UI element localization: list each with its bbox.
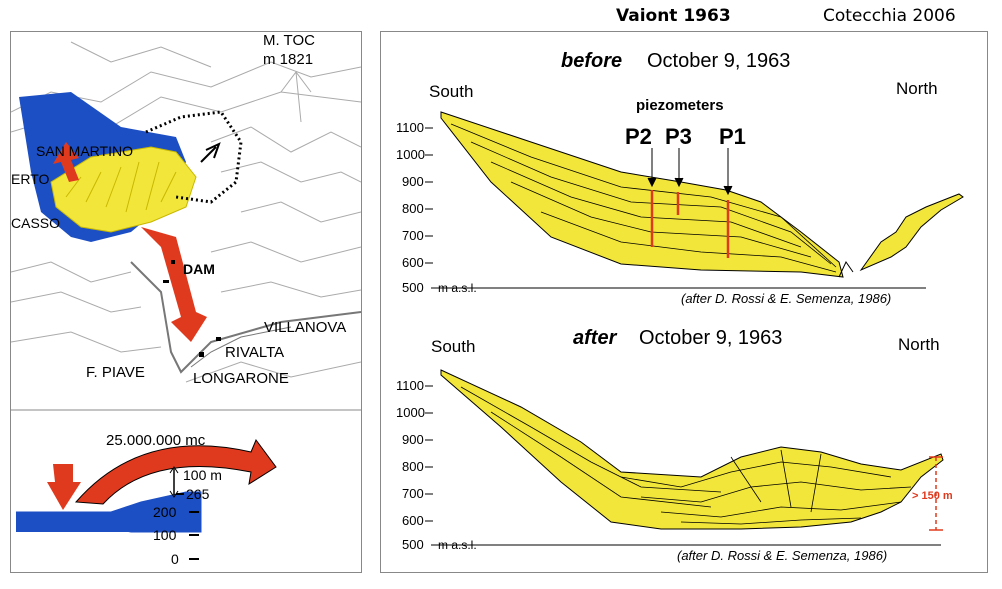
- after-credit: (after D. Rossi & E. Semenza, 1986): [677, 548, 887, 563]
- before-title-bold: before: [561, 50, 622, 72]
- before-unit: m a.s.l.: [438, 281, 477, 295]
- label-longarone: LONGARONE: [193, 370, 289, 387]
- label-san-martino: SAN MARTINO: [36, 143, 133, 159]
- label-dam: DAM: [183, 261, 215, 277]
- movement-arrow-icon: [200, 142, 221, 163]
- piezometer-lines: [650, 190, 730, 258]
- label-rivalta: RIVALTA: [225, 344, 284, 361]
- svg-text:500: 500: [402, 537, 424, 552]
- river-piave: [130, 261, 362, 374]
- after-unit: m a.s.l.: [438, 538, 477, 552]
- slide-impact-arrow-icon: [47, 464, 81, 510]
- svg-text:1000: 1000: [396, 405, 425, 420]
- svg-text:1100: 1100: [396, 378, 424, 393]
- label-casso: CASSO: [11, 215, 60, 231]
- before-credit: (after D. Rossi & E. Semenza, 1986): [681, 291, 891, 306]
- piezometer-p1: P1: [719, 124, 746, 149]
- after-south-label: South: [431, 337, 475, 356]
- svg-text:> 150 m: > 150 m: [912, 490, 953, 502]
- peak-elevation: m 1821: [263, 51, 313, 68]
- header-title: Vaiont 1963: [616, 6, 731, 26]
- cross-sections: before October 9, 1963 South North piezo…: [396, 50, 964, 563]
- label-erto: ERTO: [11, 171, 49, 187]
- scale-100: 100: [153, 527, 177, 543]
- after-profile: [440, 369, 944, 530]
- scarp-outline: [145, 110, 243, 204]
- downstream-wave-arrow-icon: [141, 227, 207, 342]
- before-title-date: October 9, 1963: [647, 50, 790, 72]
- map-panel: M. TOC m 1821 SAN MARTINO ERTO CASSO DAM…: [10, 31, 362, 573]
- piezometer-p3: P3: [665, 124, 692, 149]
- before-north-slope: [859, 193, 964, 272]
- svg-text:1000: 1000: [396, 147, 425, 162]
- svg-text:900: 900: [402, 174, 424, 189]
- wave-volume: 25.000.000 mc: [106, 432, 206, 449]
- overtopping-wave-arrow-icon: [74, 438, 277, 505]
- scale-200: 200: [153, 504, 177, 520]
- scale-0: 0: [171, 551, 179, 567]
- wave-top-level: 265: [186, 486, 210, 502]
- peak-name: M. TOC: [263, 32, 315, 49]
- wave-lake-section: [15, 491, 202, 533]
- before-y-axis: 1100 1000 900 800 700 600 500: [396, 120, 433, 295]
- svg-text:1100: 1100: [396, 120, 424, 135]
- cross-sections-panel: before October 9, 1963 South North piezo…: [380, 31, 988, 573]
- header-citation: Cotecchia 2006: [823, 6, 956, 26]
- svg-text:600: 600: [402, 255, 424, 270]
- after-north-label: North: [898, 335, 940, 354]
- piezometers-label: piezometers: [636, 97, 724, 114]
- after-y-axis: 1100 1000 900 800 700 600 500: [396, 378, 433, 552]
- label-f-piave: F. PIAVE: [86, 364, 145, 381]
- piezometer-arrows: [647, 148, 733, 196]
- svg-text:600: 600: [402, 513, 424, 528]
- svg-text:700: 700: [402, 486, 424, 501]
- height-annotation: > 150 m: [912, 456, 953, 531]
- after-title-date: October 9, 1963: [639, 327, 782, 349]
- svg-text:700: 700: [402, 228, 424, 243]
- before-south-slope: [440, 111, 844, 278]
- svg-text:800: 800: [402, 459, 424, 474]
- svg-text:900: 900: [402, 432, 424, 447]
- landslide-mass: [50, 146, 197, 233]
- before-north-label: North: [896, 79, 938, 98]
- landslide-map: M. TOC m 1821 SAN MARTINO ERTO CASSO DAM…: [10, 32, 362, 567]
- before-south-label: South: [429, 82, 473, 101]
- wave-height: 100 m: [183, 467, 222, 483]
- upstream-wave-arrow-icon: [53, 142, 79, 182]
- after-title-bold: after: [573, 327, 618, 349]
- svg-text:800: 800: [402, 201, 424, 216]
- piezometer-p2: P2: [625, 124, 652, 149]
- label-villanova: VILLANOVA: [264, 319, 346, 336]
- svg-text:500: 500: [402, 280, 424, 295]
